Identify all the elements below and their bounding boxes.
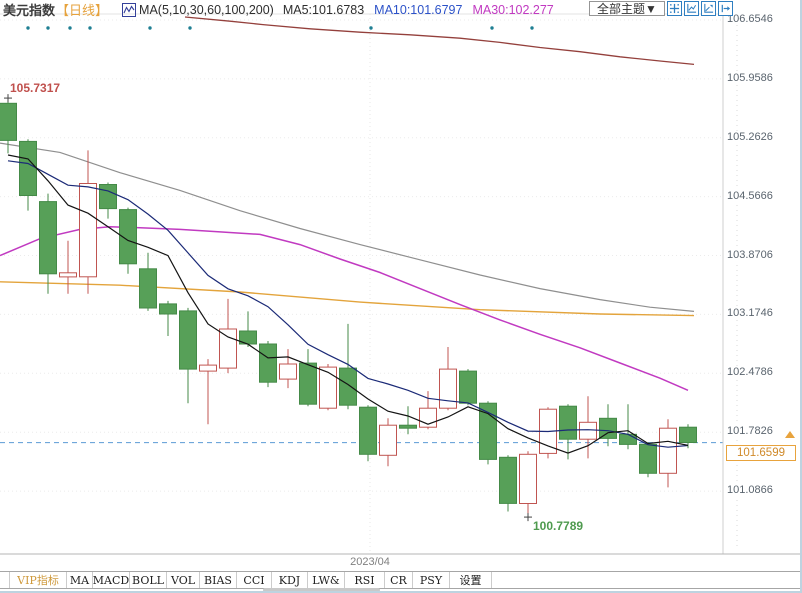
chart-area: 106.6546 105.9586 105.2626 104.5666 103.8706… <box>0 0 802 571</box>
horizontal-scrollbar-thumb[interactable] <box>263 588 380 592</box>
ma10-value: MA10:101.6797 <box>374 2 463 17</box>
candle-down <box>399 424 417 429</box>
candle-down <box>119 209 137 265</box>
chart-header: 美元指数 【日线】 MA(5,10,30,60,100,200) MA5:101… <box>3 1 554 18</box>
toolbar-spacer <box>0 572 10 588</box>
tab-CCI[interactable]: CCI <box>237 572 272 588</box>
period-label: 【日线】 <box>56 3 109 18</box>
candle-down <box>299 362 317 405</box>
tab-设置[interactable]: 设置 <box>450 572 492 588</box>
candle-down <box>179 310 197 370</box>
event-dot <box>369 26 373 30</box>
event-dot <box>490 26 494 30</box>
candle-down <box>599 417 617 439</box>
tab-BOLL[interactable]: BOLL <box>130 572 167 588</box>
candle-up <box>79 183 97 278</box>
y-axis-tick-label: 105.2626 <box>727 130 793 143</box>
event-dot <box>88 26 92 30</box>
theme-dropdown-button[interactable]: 全部主题▼ <box>589 1 665 16</box>
candle-down <box>39 201 57 275</box>
candle-up <box>219 328 237 369</box>
pan-right-button[interactable] <box>717 1 733 16</box>
candle-down <box>159 303 177 315</box>
y-axis-tick-label: 106.6546 <box>727 13 793 25</box>
indicator-toolbar: VIP指标 MA MACD BOLL VOL BIAS CCI KDJ LW& RSI CR PSY 设… <box>0 571 802 589</box>
tab-BIAS[interactable]: BIAS <box>200 572 237 588</box>
candle-up <box>59 272 77 278</box>
y-axis-tick-label: 103.8706 <box>727 248 793 261</box>
candle-down <box>259 343 277 383</box>
tab-MACD[interactable]: MACD <box>92 572 130 588</box>
window-right-edge <box>800 0 802 593</box>
ma-settings-label: MA(5,10,30,60,100,200) <box>139 2 274 17</box>
event-dot <box>530 26 534 30</box>
price-chart[interactable] <box>0 0 802 571</box>
y-axis-tick-label: 105.9586 <box>727 71 793 84</box>
y-axis-tick-label: 101.7826 <box>727 425 793 438</box>
candle-down <box>19 140 37 196</box>
axis-chart-icon <box>687 3 696 13</box>
ma5-line <box>7 154 689 454</box>
candle-up <box>199 364 217 372</box>
arrow-right-icon <box>721 4 730 13</box>
y-axis-tick-label: 102.4786 <box>727 366 793 379</box>
x-axis-date-label: 2023/04 <box>350 556 390 568</box>
ma5-value: MA5:101.6783 <box>282 2 365 17</box>
tab-VOL[interactable]: VOL <box>167 572 200 588</box>
low-price-label: 100.7789 <box>533 519 584 534</box>
chart-controls: 全部主题▼ <box>589 1 733 16</box>
candle-up <box>579 421 597 440</box>
price-up-arrow-icon <box>785 431 795 438</box>
y-axis-tick-label: 103.1746 <box>727 307 793 320</box>
ma60-line <box>0 142 695 312</box>
candle-up <box>519 453 537 504</box>
y-axis-tick-label: 101.0866 <box>727 484 793 497</box>
high-price-label: 105.7317 <box>10 81 61 96</box>
toolbar-filler <box>492 572 802 588</box>
ma10-line <box>7 160 689 448</box>
candle-down <box>459 370 477 404</box>
candle-up <box>319 366 337 409</box>
tab-VIP指标[interactable]: VIP指标 <box>10 572 67 588</box>
candle-down <box>619 433 637 445</box>
tab-MA[interactable]: MA <box>67 572 93 588</box>
ma100-line <box>0 281 695 317</box>
candle-down <box>0 102 17 141</box>
tab-LW&[interactable]: LW& <box>308 572 345 588</box>
candle-down <box>499 456 517 504</box>
crosshair-button[interactable] <box>666 1 682 16</box>
candle-down <box>339 367 357 406</box>
candle-down <box>359 406 377 455</box>
event-dot <box>68 26 72 30</box>
candle-up <box>279 363 297 380</box>
symbol-name: 美元指数 <box>3 3 56 18</box>
event-dot <box>26 26 30 30</box>
ma-chart-icon <box>122 2 137 17</box>
tab-RSI[interactable]: RSI <box>345 572 385 588</box>
scale-reset-button[interactable] <box>683 1 699 16</box>
current-price-badge: 101.6599 <box>726 444 796 461</box>
trend-arrow-icon <box>704 3 713 13</box>
zoom-in-range-button[interactable] <box>700 1 716 16</box>
event-dot <box>188 26 192 30</box>
ma30-value: MA30:102.277 <box>472 2 554 17</box>
tab-KDJ[interactable]: KDJ <box>272 572 308 588</box>
candle-down <box>639 443 657 474</box>
crosshair-icon <box>669 3 679 14</box>
event-dot <box>148 26 152 30</box>
y-axis-tick-label: 104.5666 <box>727 189 793 202</box>
window-bottom-edge <box>0 591 802 593</box>
ma200-line <box>184 16 695 66</box>
tab-PSY[interactable]: PSY <box>413 572 450 588</box>
candle-up <box>659 427 677 474</box>
candle-down <box>559 405 577 440</box>
event-dot <box>46 26 50 30</box>
candle-down <box>679 426 697 444</box>
tab-CR[interactable]: CR <box>385 572 413 588</box>
candle-down <box>99 184 117 210</box>
candle-down <box>139 268 157 309</box>
candle-up <box>379 424 397 456</box>
candle-up <box>439 368 457 409</box>
ma30-line <box>0 226 689 391</box>
